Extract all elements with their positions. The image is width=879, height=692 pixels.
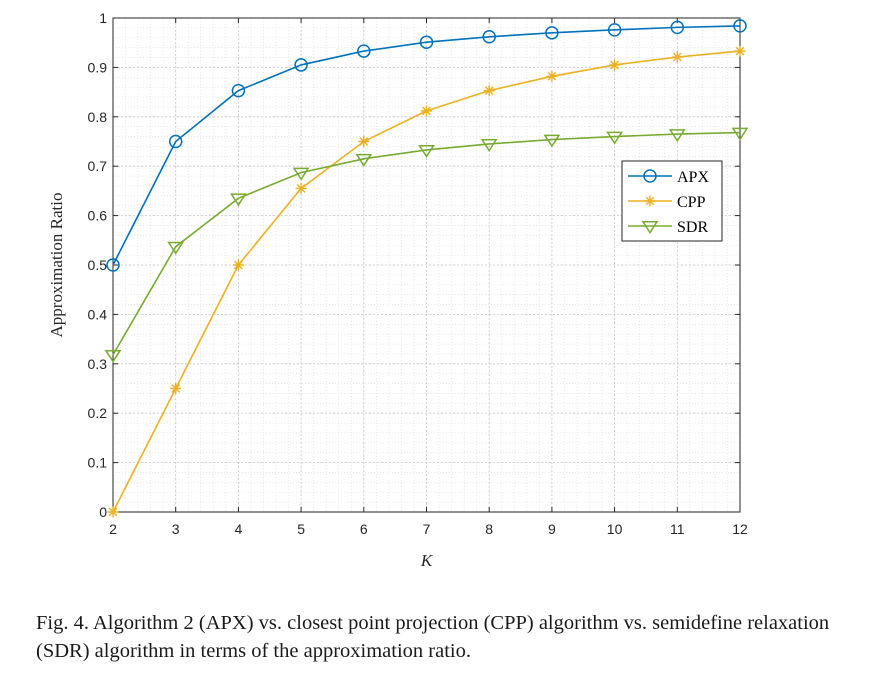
series-line-sdr xyxy=(112,131,741,356)
x-tick-label: 8 xyxy=(485,521,493,537)
line-chart: 2 3 4 5 6 7 8 9 10 11 12 0 0.1 0.2 0.3 0.4 0.5 0.6 0.7 0.8 0… xyxy=(47,10,749,570)
data-point-cpp xyxy=(358,136,370,147)
x-tick-label: 11 xyxy=(670,521,685,537)
y-axis-label: Approximation Ratio xyxy=(47,193,66,338)
legend-marker-sdr xyxy=(641,221,659,235)
series-sdr xyxy=(104,127,749,363)
data-point-sdr xyxy=(167,241,185,255)
x-tick-label: 12 xyxy=(732,521,748,537)
data-point-cpp xyxy=(421,105,432,117)
legend-label-cpp: CPP xyxy=(677,194,706,211)
data-point-apx xyxy=(294,58,308,72)
data-point-cpp xyxy=(483,85,495,97)
data-point-apx xyxy=(357,44,371,58)
y-tick-label: 0.5 xyxy=(88,257,108,273)
y-tick-label: 0.2 xyxy=(88,405,108,421)
data-point-apx xyxy=(231,83,246,98)
x-tick-label: 2 xyxy=(109,521,117,537)
data-point-apx xyxy=(482,30,496,44)
data-point-cpp xyxy=(170,383,182,394)
data-point-cpp xyxy=(107,506,119,518)
x-tick-label: 10 xyxy=(607,521,623,537)
legend: APX CPP SDR xyxy=(621,160,723,242)
data-point-apx xyxy=(545,26,559,40)
legend-marker-apx xyxy=(643,169,657,183)
y-tick-label: 0.7 xyxy=(88,158,108,174)
y-tick-label: 0.6 xyxy=(88,208,108,224)
x-tick-label: 5 xyxy=(297,521,305,537)
data-point-sdr xyxy=(606,131,623,145)
x-tick-label: 7 xyxy=(423,521,431,537)
data-point-apx xyxy=(106,258,120,272)
y-tick-label: 0.4 xyxy=(88,306,108,322)
x-tick-label: 4 xyxy=(235,521,243,537)
data-point-apx xyxy=(168,134,183,149)
data-point-apx xyxy=(670,20,685,35)
data-point-sdr xyxy=(355,153,373,167)
x-tick-label: 9 xyxy=(548,521,556,537)
series-line-apx xyxy=(112,25,741,266)
y-tick-label: 0.8 xyxy=(88,109,108,125)
data-point-sdr xyxy=(731,127,749,141)
y-tick-label: 0 xyxy=(99,504,107,520)
y-tick-label: 0.1 xyxy=(88,455,108,471)
legend-marker-cpp xyxy=(644,195,656,207)
data-point-cpp xyxy=(546,70,558,82)
data-point-sdr xyxy=(543,134,561,148)
y-tick-label: 0.3 xyxy=(88,356,108,372)
legend-label-sdr: SDR xyxy=(677,219,708,236)
y-tick-label: 1 xyxy=(99,10,107,26)
series-cpp xyxy=(107,45,746,518)
data-point-cpp xyxy=(671,51,683,63)
x-tick-label: 3 xyxy=(172,521,180,537)
x-axis-label: K xyxy=(420,551,434,570)
data-point-sdr xyxy=(418,144,435,158)
y-tick-label: 0.9 xyxy=(88,59,108,75)
data-point-apx xyxy=(419,35,434,49)
series-layer xyxy=(104,19,749,518)
figure-caption: Fig. 4. Algorithm 2 (APX) vs. closest po… xyxy=(36,612,830,662)
major-grid xyxy=(112,17,741,513)
data-point-sdr xyxy=(104,349,122,363)
data-point-cpp xyxy=(295,182,307,194)
data-point-sdr xyxy=(480,139,498,153)
x-tick-label: 6 xyxy=(360,521,368,537)
axis-labels: K Approximation Ratio xyxy=(47,193,434,570)
axis-ticks: 2 3 4 5 6 7 8 9 10 11 12 0 0.1 0.2 0.3 0.4 0.5 0.6 0.7 0.8 0… xyxy=(88,10,748,537)
data-point-apx xyxy=(733,19,747,33)
legend-label-apx: APX xyxy=(677,169,709,186)
data-point-cpp xyxy=(609,59,621,71)
data-point-apx xyxy=(607,23,622,37)
data-point-sdr xyxy=(668,129,686,143)
data-point-sdr xyxy=(230,193,247,207)
data-point-cpp xyxy=(232,259,244,271)
data-point-cpp xyxy=(734,45,746,57)
series-apx xyxy=(106,19,747,272)
data-point-sdr xyxy=(292,167,310,181)
